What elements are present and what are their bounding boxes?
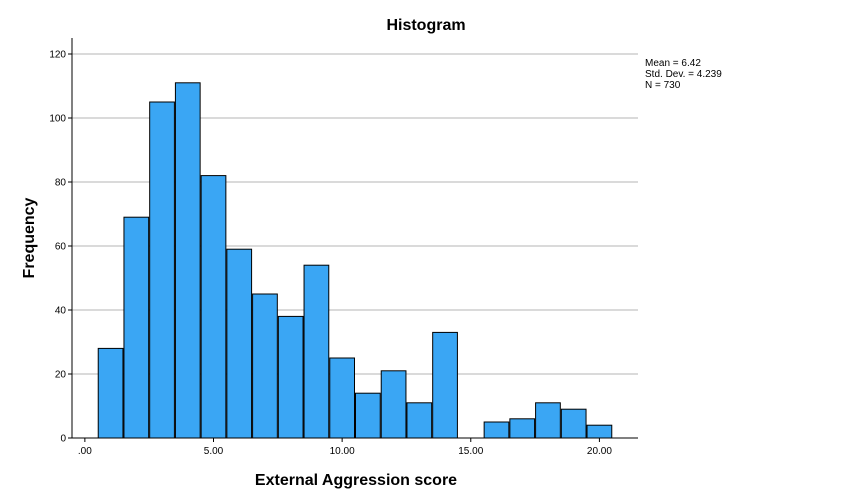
histogram-bar (380, 370, 407, 439)
y-tick-label: 20 (55, 370, 67, 381)
histogram-bar (406, 402, 433, 439)
histogram-bar (483, 421, 510, 439)
histogram-bar (252, 293, 278, 439)
x-tick-label: .00 (78, 446, 92, 457)
histogram-bar (149, 101, 175, 439)
histogram-bar (174, 82, 201, 439)
histogram-bar (329, 357, 356, 439)
histogram-bar (200, 175, 227, 439)
histogram-bar (509, 418, 536, 439)
y-tick-label: 120 (49, 50, 66, 61)
x-tick-label: 20.00 (587, 446, 612, 457)
y-axis-title: Frequency (21, 197, 38, 278)
y-tick-label: 40 (55, 306, 67, 317)
histogram-bar (586, 424, 613, 439)
x-tick-labels: .00 5.00 10.00 15.00 20.00 (78, 446, 612, 457)
histogram-bar (535, 402, 561, 439)
histogram-bar (432, 331, 458, 439)
y-tick-label: 100 (49, 114, 66, 125)
histogram-bar (277, 315, 304, 439)
y-tick-label: 60 (55, 242, 67, 253)
x-tick-label: 5.00 (204, 446, 224, 457)
y-tick-labels: 0 20 40 60 80 100 120 (49, 50, 66, 445)
stat-mean: Mean = 6.42 (645, 58, 701, 69)
bars-group (97, 82, 613, 439)
histogram-bar (355, 392, 381, 439)
y-tick-label: 80 (55, 178, 67, 189)
stat-std-dev: Std. Dev. = 4.239 (645, 69, 722, 80)
x-tick-label: 15.00 (458, 446, 483, 457)
stat-n: N = 730 (645, 80, 681, 91)
y-tick-label: 0 (60, 434, 66, 445)
histogram-bar (123, 216, 150, 439)
histogram-bar (303, 264, 330, 439)
summary-stats: Mean = 6.42 Std. Dev. = 4.239 N = 730 (645, 58, 722, 91)
x-tick-label: 10.00 (330, 446, 355, 457)
histogram-bar (97, 347, 124, 439)
x-axis-title: External Aggression score (255, 472, 457, 489)
chart-title: Histogram (386, 17, 465, 34)
histogram-bar (226, 248, 253, 439)
histogram-bar (560, 408, 587, 439)
axes-group (68, 38, 638, 442)
